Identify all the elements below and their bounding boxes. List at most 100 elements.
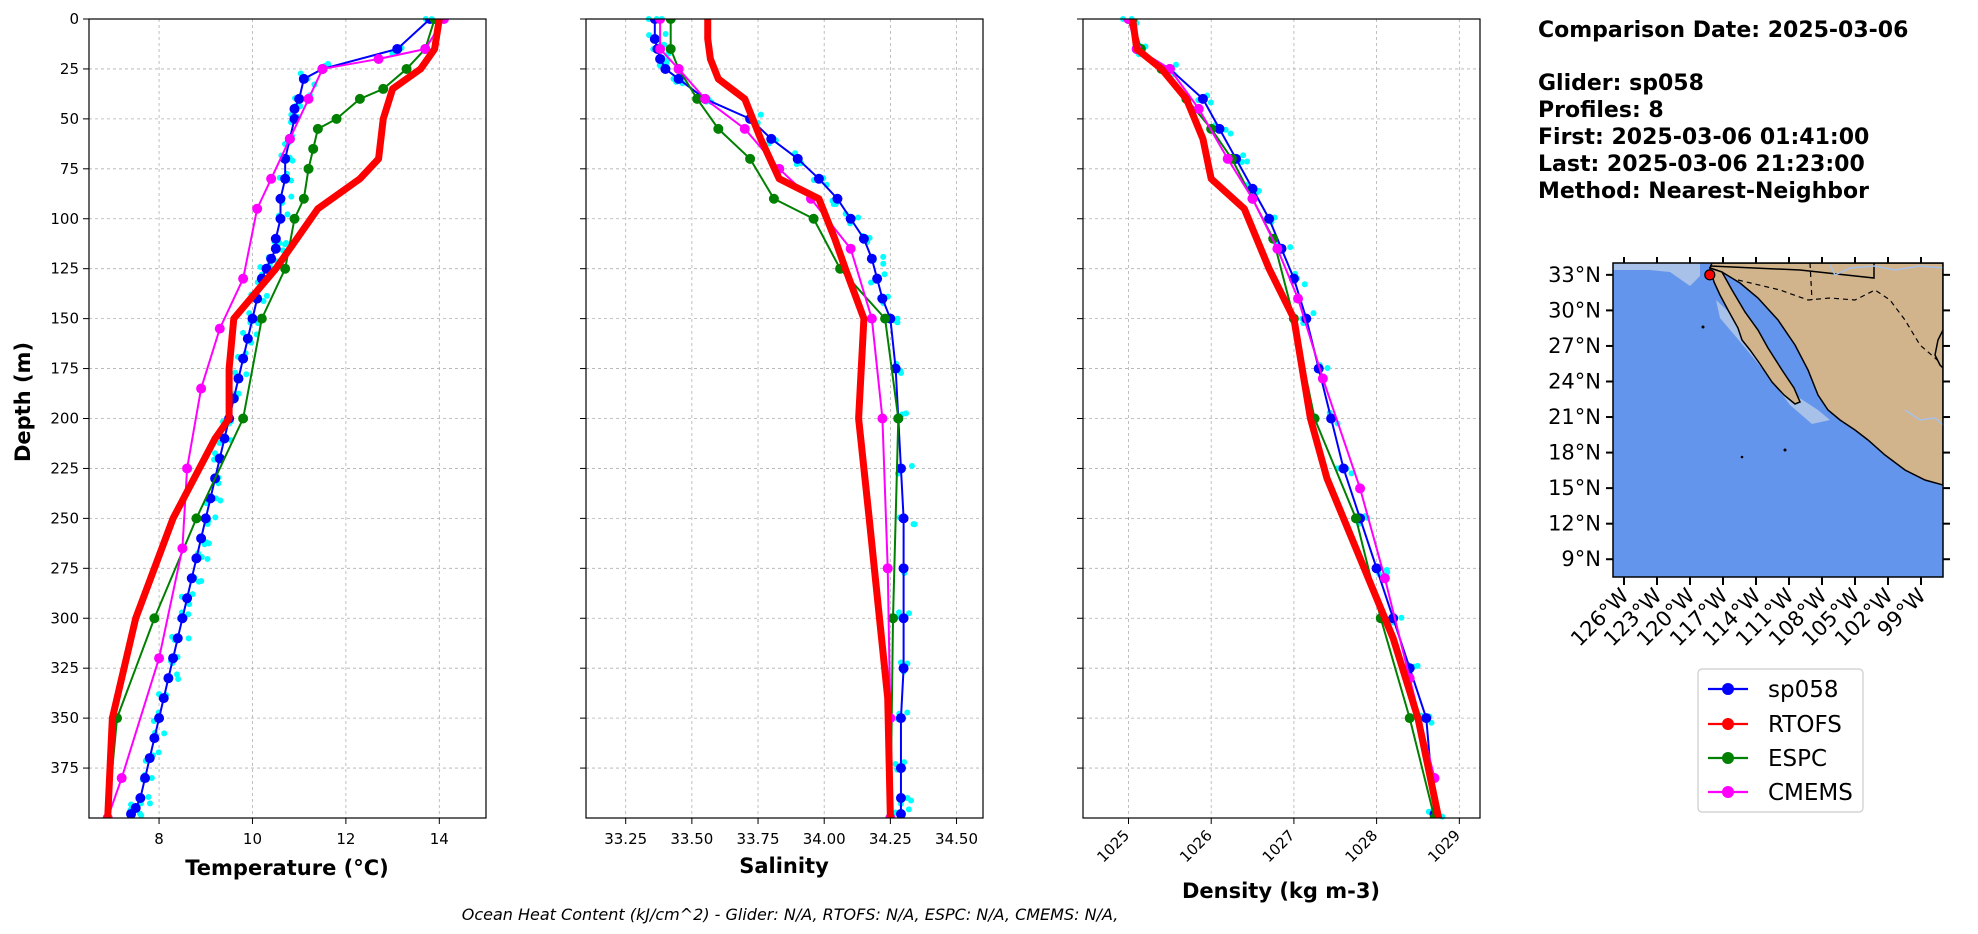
temperature-profile-scatter [126, 16, 436, 819]
density-scatter-point [1207, 99, 1214, 106]
temperature-point-espc [378, 83, 389, 94]
temperature-scatter-point [185, 635, 192, 642]
density-scatter-point [1414, 662, 1421, 669]
salinity-point-sp058 [655, 53, 666, 64]
temperature-point-espc [331, 113, 342, 124]
salinity-point-espc [665, 19, 676, 24]
depth-tick-label: 200 [50, 410, 79, 428]
map-lat-tick-label: 27°N [1548, 334, 1601, 358]
map-island-3 [1783, 448, 1787, 452]
density-scatter-point [1287, 244, 1294, 251]
density-point-cmems [1193, 103, 1204, 114]
legend-frame [1697, 668, 1864, 813]
salinity-point-sp058 [872, 273, 883, 284]
density-point-sp058 [1247, 183, 1258, 194]
depth-tick-label: 125 [50, 260, 79, 278]
density-axis-label: Density (kg m-3) [1182, 879, 1380, 903]
density-point-cmems [1317, 373, 1328, 384]
info-line-last: Last: 2025-03-06 21:23:00 [1538, 152, 1865, 177]
temperature-scatter-point [175, 675, 182, 682]
salinity-point-sp058 [660, 63, 671, 74]
depth-tick-label: 325 [50, 659, 79, 677]
salinity-point-sp058 [649, 33, 660, 44]
salinity-point-sp058 [766, 133, 777, 144]
salinity-point-cmems [673, 63, 684, 74]
density-point-cmems [1222, 153, 1233, 164]
salinity-point-sp058 [898, 563, 909, 574]
density-series-cmems [1123, 19, 1440, 784]
temperature-point-sp058 [270, 243, 281, 254]
temperature-scatter-point [173, 671, 180, 678]
depth-tick-label: 0 [69, 10, 79, 28]
density-grid [1083, 18, 1480, 818]
salinity-line-rtofs [704, 19, 894, 818]
legend-label-cmems: CMEMS [1768, 780, 1853, 806]
temperature-point-espc [354, 93, 365, 104]
depth-tick-label: 100 [50, 210, 79, 228]
depth-tick-label: 225 [50, 459, 79, 477]
temperature-scatter-point [212, 514, 219, 521]
temperature-scatter-point [289, 157, 296, 164]
salinity-profile-scatter [645, 16, 918, 816]
temperature-point-cmems [196, 383, 207, 394]
temperature-line-espc [106, 19, 436, 818]
temperature-point-sp058 [275, 193, 286, 204]
temperature-scatter-point [148, 774, 155, 781]
temperature-point-sp058 [140, 773, 151, 784]
temperature-point-sp058 [280, 173, 291, 184]
temperature-series-rtofs [104, 19, 443, 818]
map-lat-tick-label: 33°N [1548, 263, 1601, 287]
temperature-point-sp058 [154, 713, 165, 724]
salinity-point-espc [808, 213, 819, 224]
legend-label-espc: ESPC [1768, 746, 1827, 772]
salinity-scatter-point [867, 279, 874, 286]
salinity-point-cmems [866, 313, 877, 324]
salinity-point-sp058 [895, 763, 906, 774]
temperature-scatter-point [198, 577, 205, 584]
temperature-point-cmems [116, 773, 127, 784]
temperature-xtick-label: 10 [243, 830, 262, 848]
salinity-point-sp058 [813, 173, 824, 184]
temperature-point-sp058 [261, 263, 272, 274]
density-point-cmems [1379, 573, 1390, 584]
salinity-xtick-label: 33.75 [737, 830, 780, 848]
temperature-point-sp058 [144, 753, 155, 764]
map-lat-tick-label: 30°N [1548, 298, 1601, 322]
depth-tick-label: 250 [50, 509, 79, 527]
salinity-xtick-label: 33.25 [604, 830, 647, 848]
temperature-point-sp058 [135, 793, 146, 804]
temperature-point-espc [401, 63, 412, 74]
temperature-series-cmems [102, 19, 449, 818]
info-line-profiles: Profiles: 8 [1538, 98, 1664, 123]
salinity-point-espc [768, 193, 779, 204]
temperature-point-cmems [182, 463, 193, 474]
depth-tick-label: 350 [50, 709, 79, 727]
temperature-point-espc [280, 263, 291, 274]
salinity-point-espc [692, 93, 703, 104]
temperature-point-espc [289, 213, 300, 224]
temperature-point-espc [312, 123, 323, 134]
legend-entry-rtofs: RTOFS [1708, 712, 1842, 738]
density-scatter-point [1348, 470, 1355, 477]
temperature-point-sp058 [270, 233, 281, 244]
salinity-point-cmems [877, 413, 888, 424]
temperature-line-sp058 [130, 19, 431, 815]
map-lat-tick-label: 21°N [1548, 405, 1601, 429]
depth-tick-label: 50 [60, 110, 79, 128]
legend-marker-sp058 [1722, 683, 1734, 695]
temperature-point-sp058 [275, 213, 286, 224]
legend-marker-cmems [1722, 786, 1734, 798]
legend-label-sp058: sp058 [1768, 677, 1838, 703]
salinity-point-cmems [655, 19, 666, 24]
temperature-point-sp058 [200, 513, 211, 524]
salinity-grid [586, 18, 983, 818]
temperature-scatter-point [288, 193, 295, 200]
map-river [1829, 264, 1943, 276]
temperature-point-cmems [420, 43, 431, 54]
temperature-point-sp058 [177, 613, 188, 624]
temperature-point-cmems [238, 273, 249, 284]
map-land-east [1934, 329, 1943, 370]
temperature-point-sp058 [191, 553, 202, 564]
temperature-scatter-point [283, 240, 290, 247]
legend-entry-cmems: CMEMS [1708, 780, 1853, 806]
